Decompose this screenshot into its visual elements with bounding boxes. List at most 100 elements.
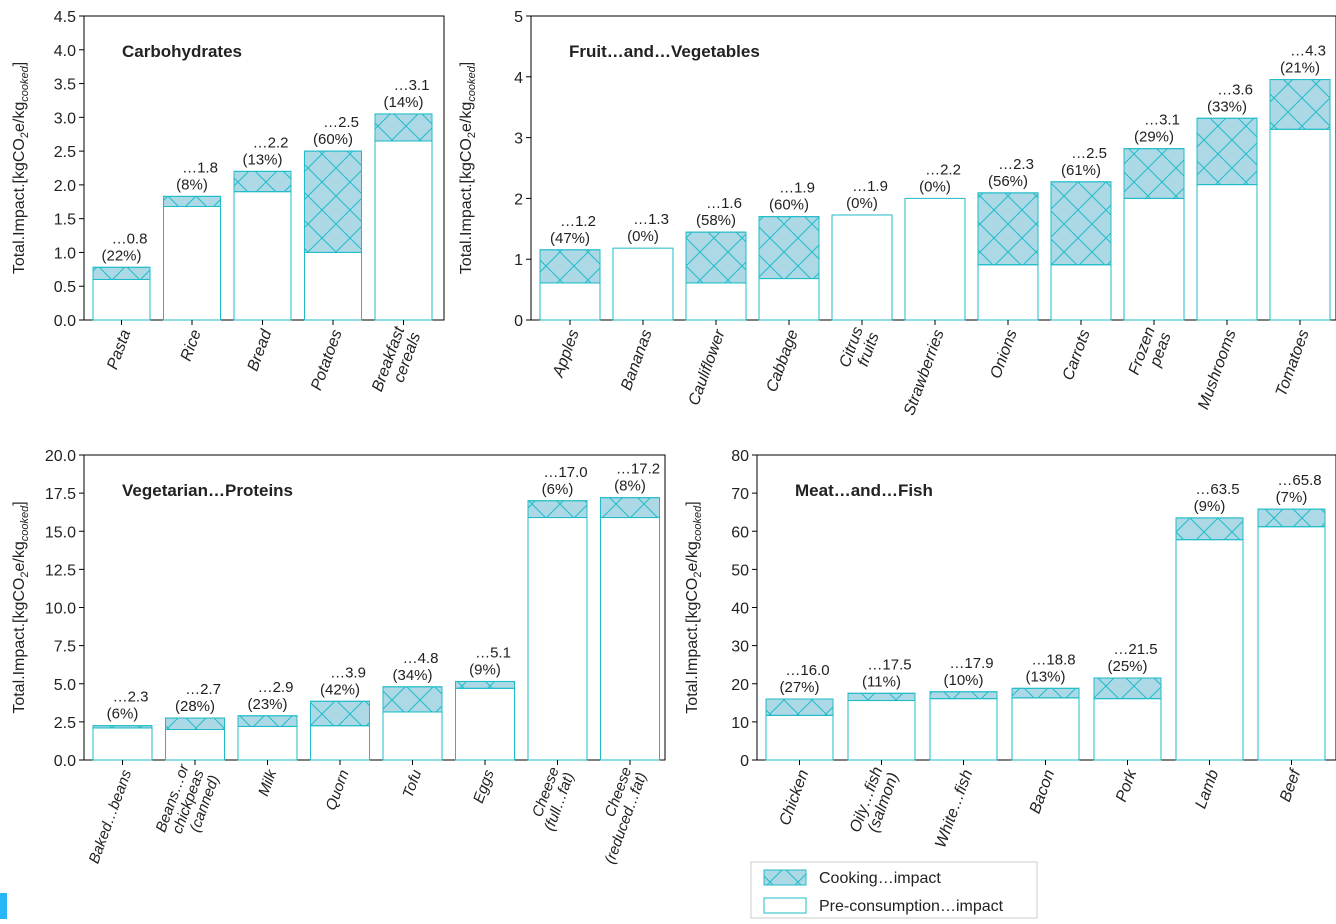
bar-pre-consumption-white-fish xyxy=(929,698,998,761)
data-label-total: …1.3 xyxy=(633,211,669,228)
data-label-percent: (33%) xyxy=(1207,98,1247,115)
y-tick-label: 4 xyxy=(514,70,523,87)
x-tick-label: Cauliflower xyxy=(686,327,729,408)
y-tick-label: 17.5 xyxy=(45,486,76,503)
data-label-percent: (58%) xyxy=(696,212,736,229)
x-tick-label: Lamb xyxy=(1193,767,1223,811)
data-label-total: …63.5 xyxy=(1195,481,1239,498)
y-tick-label: 20 xyxy=(731,677,749,694)
bar-pre-consumption-frozen-peas xyxy=(1123,197,1185,321)
y-tick-label: 5.0 xyxy=(54,677,76,694)
y-tick-label: 7.5 xyxy=(54,639,76,656)
bar-pre-consumption-milk xyxy=(237,725,298,761)
panel-title: Carbohydrates xyxy=(122,42,242,61)
data-label-total: …21.5 xyxy=(1113,641,1157,658)
data-label-percent: (14%) xyxy=(383,94,423,111)
bar-cooking-hatch-chicken xyxy=(765,698,834,716)
bar-pre-consumption-pasta xyxy=(92,278,151,321)
y-axis-label: Total.Impact.[kgCO2e/kgcooked] xyxy=(458,62,478,274)
bar-cooking-hatch-white-fish xyxy=(929,691,998,700)
bar-cooking-hatch-mushrooms xyxy=(1196,117,1258,186)
y-tick-label: 4.0 xyxy=(54,43,76,60)
bar-pre-consumption-breakfast-cereals xyxy=(374,140,433,321)
x-tick-label: Onions xyxy=(987,328,1020,381)
legend-pre-swatch xyxy=(763,897,807,914)
x-tick-label: Strawberries xyxy=(901,328,948,418)
data-label-total: …2.2 xyxy=(925,161,961,178)
data-label-total: …2.5 xyxy=(323,114,359,131)
y-tick-label: 15.0 xyxy=(45,524,76,541)
bar-cooking-hatch-breakfast-cereals xyxy=(374,113,433,142)
bar-cooking-hatch-bread xyxy=(233,170,292,193)
x-tick-label: Beans…orchickpeas(canned) xyxy=(153,761,224,845)
x-tick-label: Tomatoes xyxy=(1273,328,1313,399)
bar-pre-consumption-beans-or-chickpeas-canned xyxy=(165,729,225,761)
y-tick-label: 0.5 xyxy=(54,279,76,296)
data-label-total: …2.2 xyxy=(253,134,289,151)
data-label-percent: (61%) xyxy=(1061,162,1101,179)
bar-pre-consumption-cabbage xyxy=(758,278,820,321)
y-tick-label: 2.5 xyxy=(54,715,76,732)
panel-title: Meat…and…Fish xyxy=(795,481,933,500)
data-label-percent: (7%) xyxy=(1276,489,1308,506)
bar-cooking-hatch-pork xyxy=(1093,677,1162,700)
x-tick-label: Quorn xyxy=(323,768,353,813)
bar-pre-consumption-lamb xyxy=(1175,539,1244,761)
y-tick-label: 0 xyxy=(740,753,749,770)
x-tick-label: Breakfastcereals xyxy=(369,324,424,400)
data-label-percent: (42%) xyxy=(320,681,360,698)
bar-cooking-hatch-cauliflower xyxy=(685,231,747,284)
data-label-percent: (6%) xyxy=(542,481,574,498)
data-label-percent: (11%) xyxy=(862,673,901,690)
x-tick-label: Beef xyxy=(1277,766,1305,804)
left-accent-bar xyxy=(0,893,7,919)
data-label-percent: (29%) xyxy=(1134,129,1174,146)
data-label-total: …16.0 xyxy=(785,662,829,679)
bar-pre-consumption-cheese-reduced-fat xyxy=(600,517,660,761)
y-tick-label: 3 xyxy=(514,131,523,148)
bar-pre-consumption-tofu xyxy=(382,711,443,761)
bar-cooking-hatch-carrots xyxy=(1050,181,1112,266)
bar-cooking-hatch-beef xyxy=(1257,508,1326,528)
y-tick-label: 80 xyxy=(731,448,749,465)
data-label-total: …18.8 xyxy=(1031,651,1075,668)
x-tick-label: Eggs xyxy=(470,767,498,805)
y-tick-label: 30 xyxy=(731,639,749,656)
data-label-total: …2.9 xyxy=(258,679,294,696)
bar-pre-consumption-potatoes xyxy=(304,251,362,321)
y-tick-label: 1.0 xyxy=(54,245,76,262)
data-label-percent: (34%) xyxy=(392,667,432,684)
data-label-total: …2.3 xyxy=(998,156,1034,173)
data-label-total: …17.2 xyxy=(616,461,660,478)
bar-pre-consumption-strawberries xyxy=(904,197,966,321)
x-tick-label: Mushrooms xyxy=(1195,328,1240,412)
data-label-percent: (28%) xyxy=(175,698,215,715)
x-tick-label: Bananas xyxy=(618,328,656,393)
data-label-percent: (56%) xyxy=(988,173,1028,190)
y-tick-label: 0 xyxy=(514,313,523,330)
data-label-total: …1.9 xyxy=(779,180,815,197)
y-tick-label: 60 xyxy=(731,524,749,541)
y-axis-label: Total.Impact.[kgCO2e/kgcooked] xyxy=(11,62,31,274)
y-axis-label: Total.Impact.[kgCO2e/kgcooked] xyxy=(11,501,31,713)
data-label-total: …3.1 xyxy=(394,77,430,94)
bar-pre-consumption-pork xyxy=(1093,698,1162,761)
bar-pre-consumption-beef xyxy=(1257,526,1326,761)
y-tick-label: 70 xyxy=(731,486,749,503)
data-label-total: …1.8 xyxy=(182,159,218,176)
y-tick-label: 20.0 xyxy=(45,448,76,465)
x-tick-label: Cheese(full…fat) xyxy=(526,765,578,833)
bar-pre-consumption-apples xyxy=(539,282,601,321)
x-tick-label: Frozenpeas xyxy=(1126,325,1175,384)
data-label-percent: (0%) xyxy=(919,178,951,195)
bar-cooking-hatch-eggs xyxy=(455,680,515,689)
data-label-total: …3.6 xyxy=(1217,81,1253,98)
y-axis-label: Total.Impact.[kgCO2e/kgcooked] xyxy=(684,501,704,713)
data-label-total: …5.1 xyxy=(475,644,511,661)
bar-cooking-hatch-quorn xyxy=(310,700,370,727)
bar-pre-consumption-quorn xyxy=(310,725,370,761)
y-tick-label: 0.0 xyxy=(54,753,76,770)
bar-cooking-hatch-frozen-peas xyxy=(1123,148,1185,199)
y-tick-label: 50 xyxy=(731,562,749,579)
